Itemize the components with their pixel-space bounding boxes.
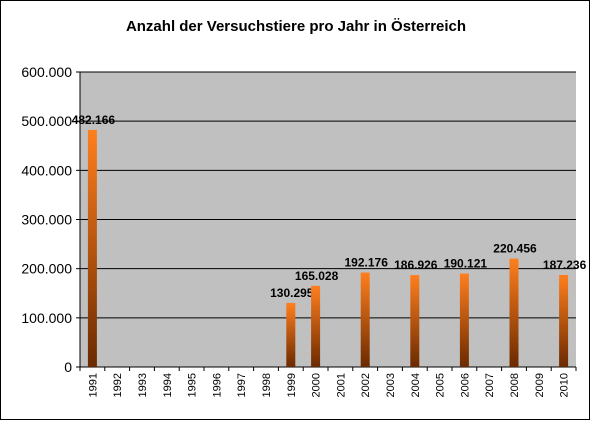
bar [559,274,569,367]
x-tick-label: 2003 [385,373,397,397]
x-tick-label: 2007 [484,373,496,397]
x-tick-label: 1998 [261,373,273,397]
data-label: 192.176 [345,256,389,270]
x-tick-label: 1992 [112,373,124,397]
x-tick-label: 1994 [162,373,174,397]
y-tick-label: 500.000 [21,113,72,129]
data-label: 187.236 [543,258,587,272]
x-tick-label: 2009 [534,373,546,397]
data-label: 220.456 [493,242,537,256]
bar [410,275,420,367]
x-tick-label: 1991 [87,373,99,397]
data-label: 130.295 [270,286,314,300]
bar [311,285,321,367]
data-label: 482.166 [72,113,116,127]
x-tick-label: 2004 [410,373,422,397]
y-tick-label: 200.000 [21,261,72,277]
x-tick-label: 1997 [236,373,248,397]
bar [459,273,469,367]
data-label: 190.121 [444,257,488,271]
data-label: 165.028 [295,269,339,283]
x-tick-label: 1999 [286,373,298,397]
x-tick-label: 2010 [559,373,571,397]
x-tick-label: 2005 [435,373,447,397]
chart-title: Anzahl der Versuchstiere pro Jahr in Öst… [126,18,466,35]
x-tick-label: 2008 [509,373,521,397]
x-tick-label: 1996 [211,373,223,397]
y-tick-label: 0 [64,359,72,375]
x-tick-label: 2001 [335,373,347,397]
x-tick-label: 1995 [187,373,199,397]
x-tick-label: 1993 [137,373,149,397]
bar [87,129,97,367]
bar [286,302,296,367]
y-tick-label: 100.000 [21,310,72,326]
y-tick-label: 600.000 [21,64,72,80]
bar [509,258,519,367]
y-tick-label: 300.000 [21,212,72,228]
x-tick-label: 2006 [459,373,471,397]
x-tick-label: 2000 [311,373,323,397]
y-tick-label: 400.000 [21,162,72,178]
bar [360,272,370,367]
x-tick-label: 2002 [360,373,372,397]
data-label: 186.926 [394,258,438,272]
